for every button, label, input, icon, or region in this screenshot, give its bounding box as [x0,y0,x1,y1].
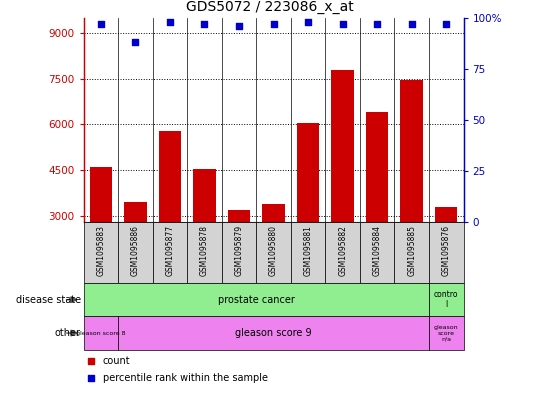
Bar [297,123,319,222]
Bar [360,222,395,283]
Text: GSM1095880: GSM1095880 [269,225,278,276]
Point [373,21,382,27]
Bar [326,222,360,283]
Point [200,21,209,27]
Point [442,21,451,27]
Bar [395,222,429,283]
Bar [429,316,464,350]
Text: gleason score 8: gleason score 8 [76,331,126,336]
Text: GSM1095885: GSM1095885 [407,225,416,276]
Text: GSM1095883: GSM1095883 [96,225,105,276]
Bar [89,167,112,222]
Text: GSM1095878: GSM1095878 [200,225,209,276]
Bar [153,222,187,283]
Point [165,18,174,25]
Text: disease state: disease state [16,295,81,305]
Bar [291,222,326,283]
Bar [84,222,118,283]
Bar [187,222,222,283]
Bar [366,112,389,222]
Text: percentile rank within the sample: percentile rank within the sample [102,373,267,383]
Point [131,39,140,45]
Bar [228,210,250,222]
Text: prostate cancer: prostate cancer [218,295,295,305]
Bar [124,202,147,222]
Point [87,358,95,364]
Bar [331,70,354,222]
Text: GSM1095886: GSM1095886 [131,225,140,276]
Bar [118,222,153,283]
Text: GSM1095877: GSM1095877 [165,225,175,276]
Point [407,21,416,27]
Point [87,375,95,381]
Text: gleason
score
n/a: gleason score n/a [434,325,459,342]
Point [96,21,105,27]
Bar [435,207,458,222]
Bar [262,204,285,222]
Bar [222,222,256,283]
Text: GSM1095879: GSM1095879 [234,225,244,276]
Bar [118,316,429,350]
Bar [193,169,216,222]
Text: GSM1095884: GSM1095884 [372,225,382,276]
Text: GSM1095881: GSM1095881 [303,225,313,276]
Bar [429,222,464,283]
Point [338,21,347,27]
Text: GSM1095876: GSM1095876 [442,225,451,276]
Bar [429,283,464,316]
Point [234,23,243,29]
Point [304,18,313,25]
Text: GDS5072 / 223086_x_at: GDS5072 / 223086_x_at [185,0,354,14]
Text: count: count [102,356,130,366]
Text: other: other [55,328,81,338]
Bar [158,130,181,222]
Bar [84,316,118,350]
Text: contro
l: contro l [434,290,459,309]
Bar [256,222,291,283]
Text: GSM1095882: GSM1095882 [338,225,347,276]
Bar [400,80,423,222]
Point [270,21,278,27]
Text: gleason score 9: gleason score 9 [235,328,312,338]
